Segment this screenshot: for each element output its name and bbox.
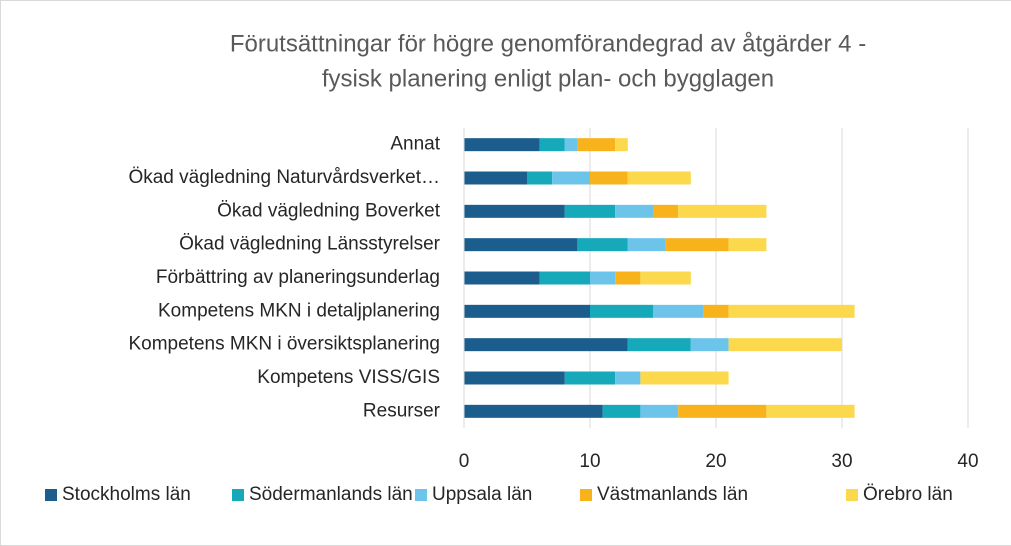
y-tick-label: Resurser (363, 400, 441, 421)
bar-segment (564, 204, 616, 218)
y-tick-label: Ökad vägledning Boverket (217, 200, 441, 221)
bar-segment (728, 304, 855, 318)
legend-label: Uppsala län (432, 484, 532, 505)
bar-segment (590, 271, 616, 285)
bar-segment (653, 204, 679, 218)
y-tick-label: Annat (390, 134, 440, 155)
bar-segment (464, 138, 540, 152)
bar-segment (615, 371, 641, 385)
bar-segment (527, 171, 553, 185)
y-tick-label: Ökad vägledning Naturvårdsverket… (128, 167, 440, 188)
bar-segment (678, 404, 767, 418)
bar-segment (464, 338, 628, 352)
legend-label: Västmanlands län (597, 484, 748, 505)
bar-segment (564, 138, 578, 152)
bar-segment (640, 271, 691, 285)
legend-swatch (232, 489, 244, 501)
bar-segment (627, 171, 691, 185)
bar-segment (464, 204, 565, 218)
bar-segment (640, 404, 679, 418)
legend-swatch (45, 489, 57, 501)
bar-segment (665, 238, 729, 252)
bar-segment (577, 138, 616, 152)
bar-segment (564, 371, 616, 385)
bar-segment (615, 204, 653, 218)
legend-label: Stockholms län (62, 484, 191, 505)
bar-segment (602, 404, 641, 418)
bar-segment (464, 404, 603, 418)
x-tick-label: 30 (831, 451, 852, 472)
bar-segment (615, 138, 628, 152)
bar-segment (539, 271, 590, 285)
legend-label: Södermanlands län (249, 484, 413, 505)
legend-swatch (415, 489, 427, 501)
bar-segment (766, 404, 855, 418)
bar-segment (590, 171, 628, 185)
bar-segment (690, 338, 729, 352)
bar-segment (590, 304, 653, 318)
bar-segment (464, 304, 590, 318)
chart-title: Förutsättningar för högre genomförandegr… (230, 30, 866, 57)
bar-segment (577, 238, 628, 252)
bar-segment (653, 304, 704, 318)
bar-segment (464, 171, 527, 185)
bar-segment (728, 338, 842, 352)
bar-segment (678, 204, 767, 218)
bar-segment (539, 138, 565, 152)
legend-label: Örebro län (863, 484, 953, 505)
bar-segment (627, 238, 666, 252)
bar-segment (703, 304, 729, 318)
y-tick-label: Kompetens MKN i detaljplanering (158, 300, 440, 321)
bar-segment (552, 171, 590, 185)
bar-segment (464, 238, 578, 252)
legend-swatch (846, 489, 858, 501)
x-tick-label: 20 (705, 451, 726, 472)
chart-title: fysisk planering enligt plan- och byggla… (322, 65, 774, 92)
x-tick-label: 40 (957, 451, 978, 472)
legend-swatch (580, 489, 592, 501)
bar-segment (640, 371, 729, 385)
bar-segment (464, 271, 540, 285)
bar-segment (464, 371, 565, 385)
y-tick-label: Förbättring av planeringsunderlag (156, 267, 440, 288)
bar-segment (627, 338, 691, 352)
y-tick-label: Kompetens MKN i översiktsplanering (128, 334, 440, 355)
x-tick-label: 10 (579, 451, 600, 472)
bar-segment (615, 271, 641, 285)
y-tick-label: Kompetens VISS/GIS (257, 367, 440, 388)
y-tick-label: Ökad vägledning Länsstyrelser (179, 234, 441, 255)
x-tick-label: 0 (459, 451, 470, 472)
bar-segment (728, 238, 767, 252)
